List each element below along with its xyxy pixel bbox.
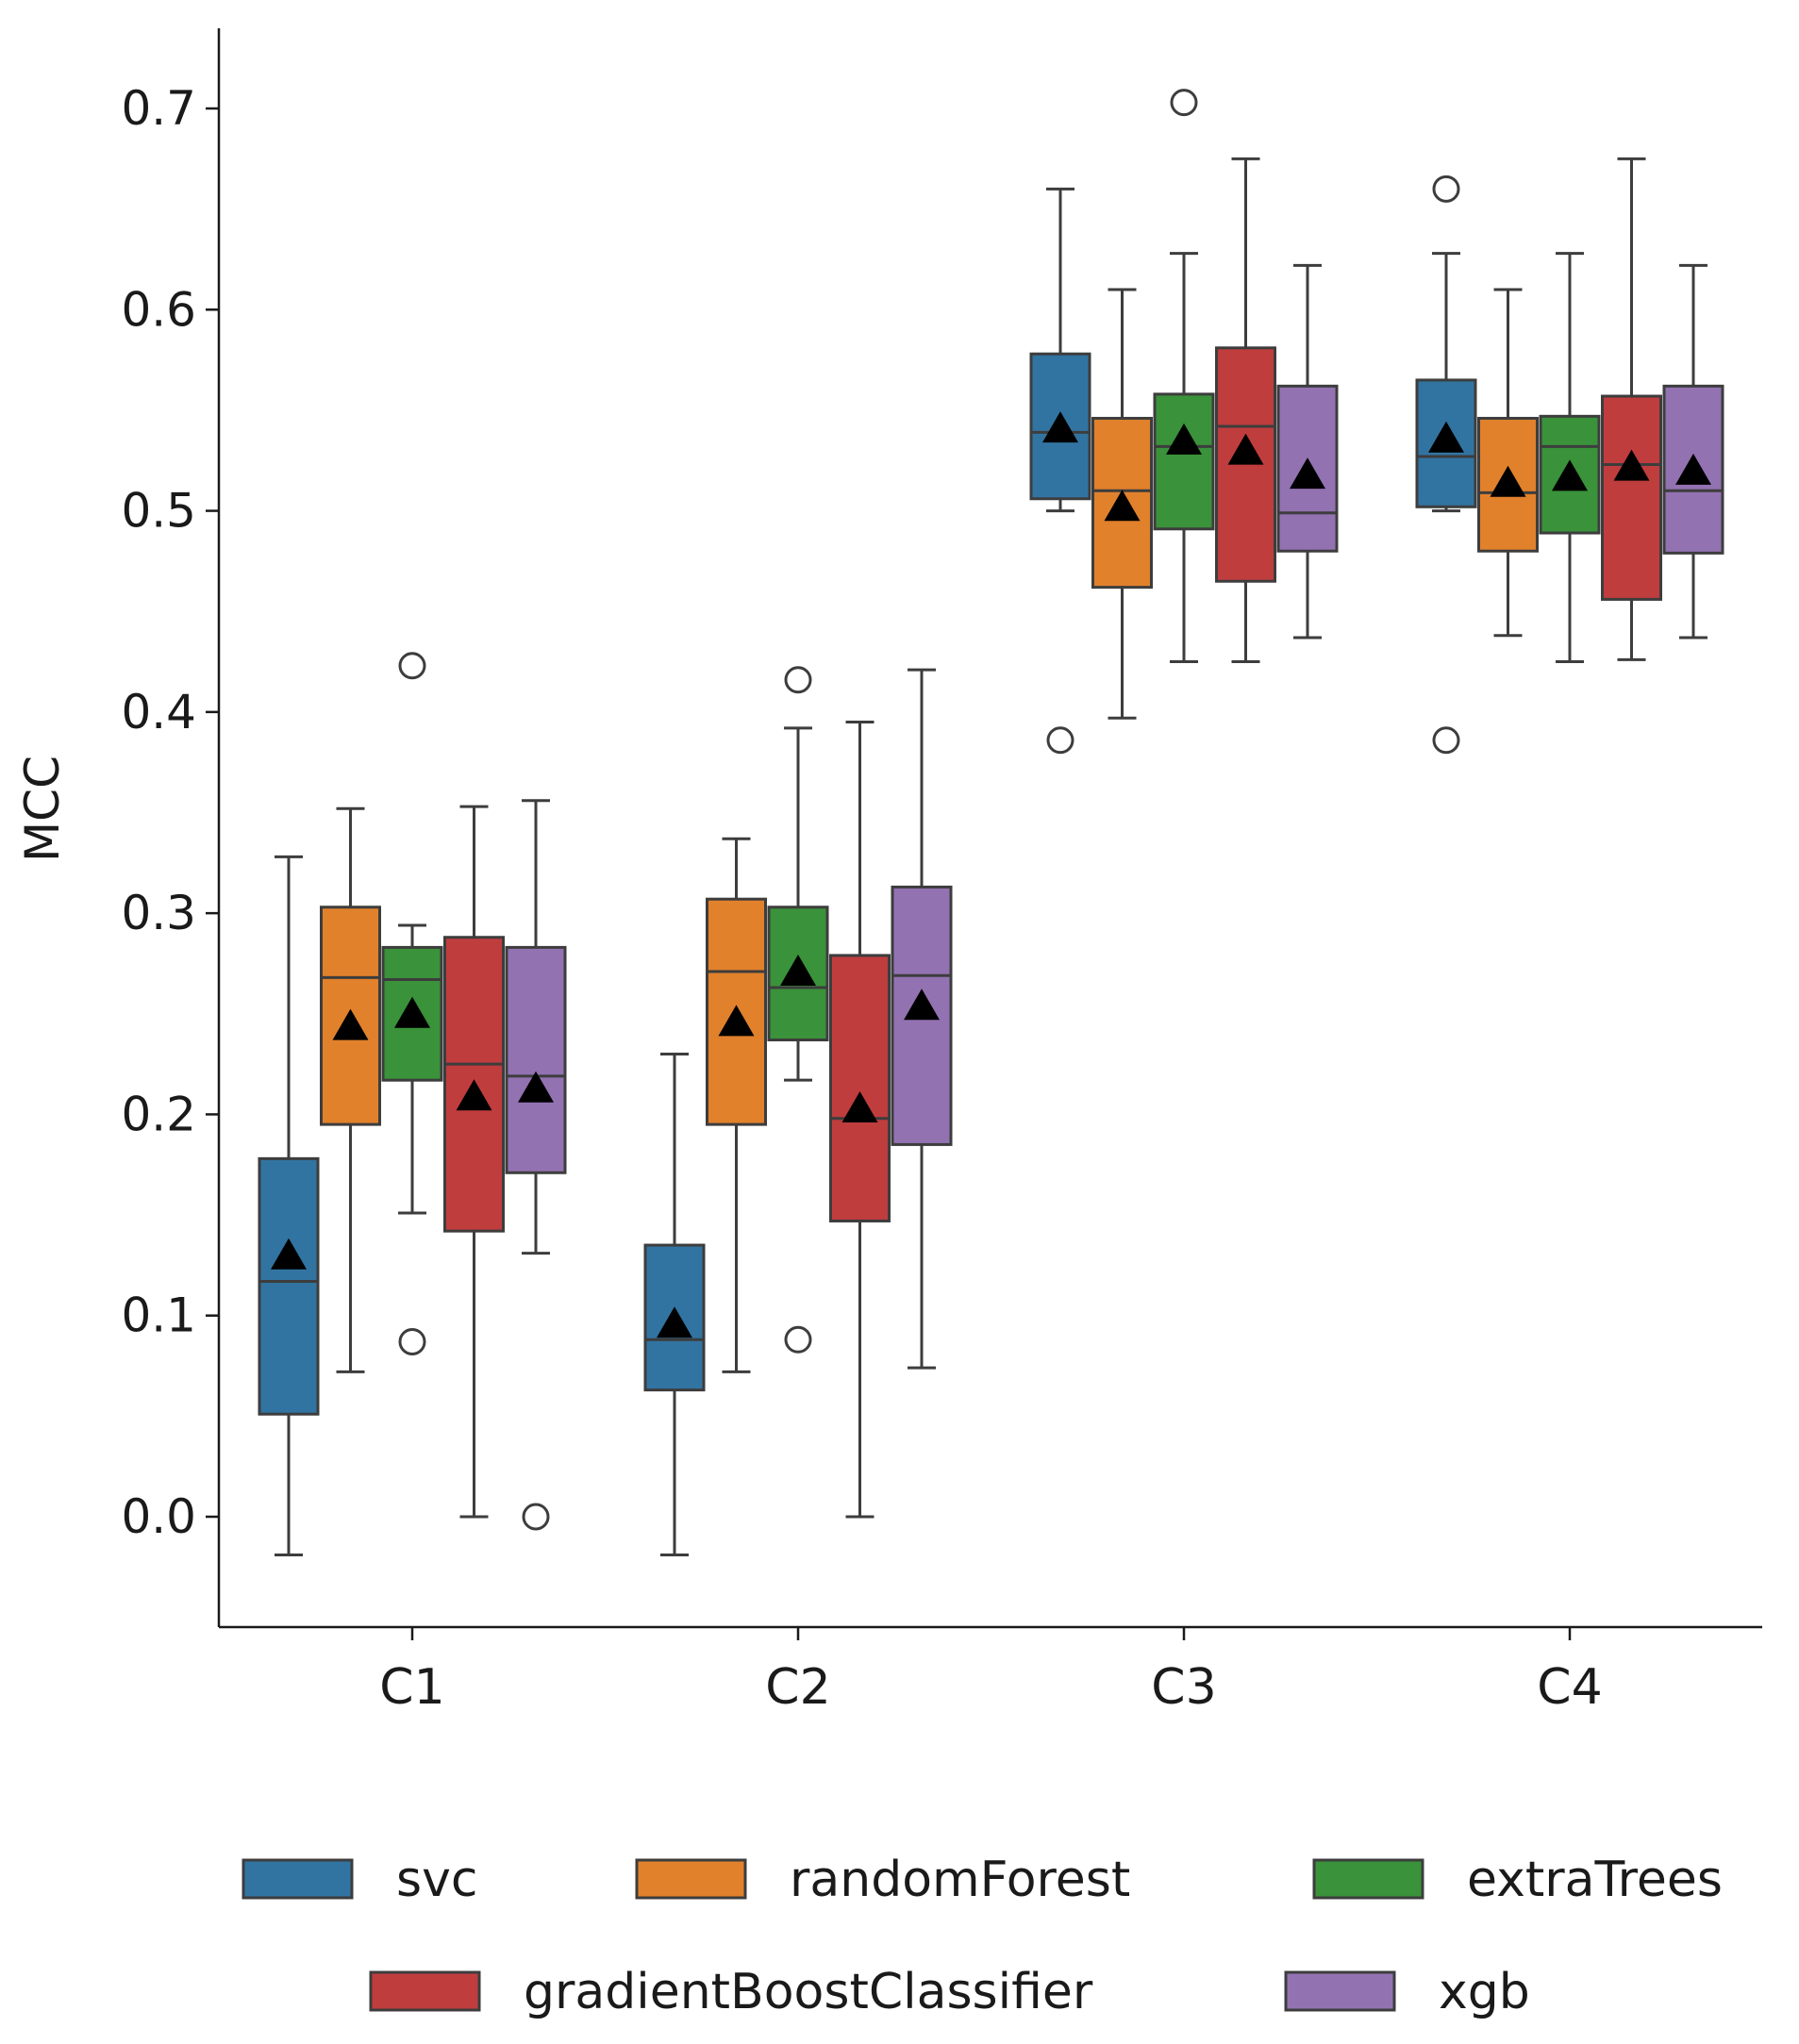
box-gradientBoostClassifier-C2	[829, 721, 891, 1519]
legend-item-gradientBoostClassifier: gradientBoostClassifier	[369, 1964, 1093, 2020]
y-tick-label: 0.3	[121, 886, 196, 940]
box-svc-C2	[643, 1052, 706, 1557]
legend-label: randomForest	[790, 1852, 1130, 1908]
mean-marker	[1227, 433, 1264, 465]
mean-marker	[718, 1005, 755, 1037]
outlier-point	[398, 652, 426, 680]
y-tick-label: 0.0	[121, 1489, 196, 1544]
outlier-point	[1432, 174, 1460, 203]
box-gradientBoostClassifier-C3	[1215, 157, 1276, 664]
legend-label: gradientBoostClassifier	[524, 1964, 1093, 2020]
outlier-point	[1170, 89, 1198, 117]
x-tick-label: C3	[1151, 1659, 1216, 1716]
y-axis-label: MCC	[15, 756, 70, 862]
outlier-point	[784, 666, 812, 694]
mean-marker	[518, 1071, 554, 1103]
legend-swatch	[369, 1970, 481, 2012]
mean-marker	[1490, 465, 1526, 497]
mean-marker	[394, 996, 430, 1028]
box-svc-C1	[258, 855, 320, 1557]
box-extraTrees-C3	[1153, 89, 1215, 664]
mean-marker	[1042, 411, 1078, 443]
mean-marker	[271, 1238, 307, 1270]
box-xgb-C2	[891, 668, 953, 1370]
y-tick-label: 0.2	[121, 1087, 196, 1141]
box-randomForest-C4	[1477, 288, 1539, 638]
box-randomForest-C1	[320, 806, 381, 1373]
box-iqr	[258, 1156, 320, 1416]
box-randomForest-C2	[706, 837, 767, 1373]
mean-marker	[904, 989, 940, 1021]
box-randomForest-C3	[1091, 288, 1153, 720]
y-tick-label: 0.7	[121, 81, 196, 136]
box-series	[258, 89, 1724, 1557]
legend-swatch	[242, 1858, 354, 1900]
mean-marker	[780, 954, 816, 986]
box-iqr	[505, 945, 567, 1174]
legend-swatch	[635, 1858, 747, 1900]
outlier-point	[522, 1503, 550, 1531]
outlier-point	[1046, 726, 1074, 755]
mean-marker	[1104, 490, 1141, 522]
box-svc-C3	[1029, 187, 1091, 755]
outlier-point	[784, 1325, 812, 1354]
box-xgb-C4	[1662, 263, 1724, 640]
legend-label: extraTrees	[1467, 1852, 1723, 1908]
mean-marker	[1552, 459, 1588, 491]
box-svc-C4	[1415, 174, 1477, 755]
mean-marker	[657, 1306, 692, 1338]
box-extraTrees-C1	[381, 652, 443, 1355]
x-tick-label: C4	[1537, 1659, 1602, 1716]
x-tick-label: C2	[765, 1659, 830, 1716]
legend-swatch	[1284, 1970, 1396, 2012]
axes: 0.0 0.1 0.2 0.3 0.4 0.5 0.6 0.7 MCC C1 C2 C3 C4	[15, 28, 1762, 1716]
mean-marker	[841, 1091, 878, 1123]
mean-marker	[1428, 421, 1464, 453]
legend-item-extraTrees: extraTrees	[1312, 1852, 1723, 1908]
legend: svc randomForest extraTrees gradientBoostCl…	[242, 1852, 1723, 2020]
outlier-point	[1432, 726, 1460, 755]
legend-item-svc: svc	[242, 1852, 477, 1908]
legend-label: xgb	[1439, 1964, 1530, 2020]
box-iqr	[1153, 392, 1215, 531]
y-tick-label: 0.1	[121, 1288, 196, 1343]
y-tick-label: 0.5	[121, 484, 196, 539]
box-extraTrees-C4	[1539, 252, 1601, 664]
mean-marker	[332, 1008, 369, 1040]
mean-marker	[1675, 453, 1711, 485]
box-extraTrees-C2	[767, 666, 829, 1354]
legend-item-randomForest: randomForest	[635, 1852, 1130, 1908]
box-iqr	[829, 954, 891, 1222]
outlier-point	[398, 1327, 426, 1355]
box-gradientBoostClassifier-C1	[443, 805, 505, 1519]
mean-marker	[1613, 449, 1650, 481]
box-xgb-C3	[1276, 263, 1339, 640]
box-iqr	[1601, 394, 1662, 601]
y-tick-label: 0.6	[121, 282, 196, 337]
mean-marker	[1290, 457, 1325, 490]
mean-marker	[456, 1079, 492, 1111]
x-tick-label: C1	[379, 1659, 444, 1716]
mean-marker	[1166, 423, 1202, 455]
box-gradientBoostClassifier-C4	[1601, 157, 1662, 661]
legend-swatch	[1312, 1858, 1424, 1900]
y-tick-label: 0.4	[121, 685, 196, 739]
box-xgb-C1	[505, 799, 567, 1531]
legend-item-xgb: xgb	[1284, 1964, 1530, 2020]
legend-label: svc	[396, 1852, 477, 1908]
